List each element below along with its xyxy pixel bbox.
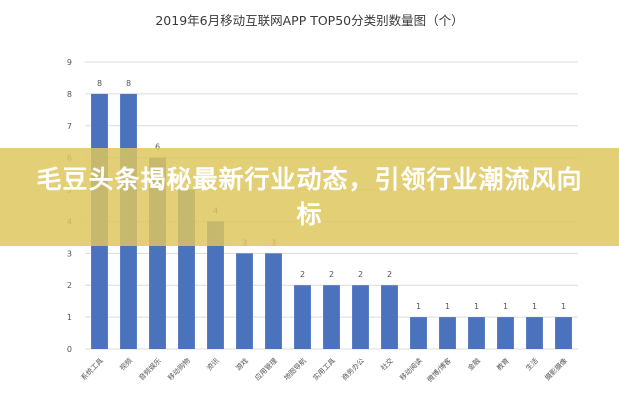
category-label: 系统工具	[79, 356, 105, 382]
bar	[381, 285, 398, 349]
category-labels: 系统工具 视频 音频娱乐 移动购物 资讯 游戏 应用管理 地图导航 实用工具 商务办公 社交 移动阅读…	[79, 356, 569, 384]
category-label: 实用工具	[311, 356, 337, 382]
bar-value-label: 2	[329, 270, 334, 279]
bar	[265, 253, 282, 349]
bar-value-label: 2	[387, 270, 392, 279]
category-label: 应用管理	[253, 356, 279, 382]
category-label: 微博/博客	[425, 356, 453, 384]
bar-value-label: 1	[532, 302, 537, 311]
bar	[352, 285, 369, 349]
category-label: 移动购物	[166, 356, 192, 382]
category-label: 视频	[118, 356, 134, 372]
bar	[439, 317, 456, 349]
category-label: 金融	[466, 356, 482, 372]
bar	[526, 317, 543, 349]
category-label: 商务办公	[340, 356, 366, 382]
category-label: 摄影摄像	[543, 356, 569, 382]
category-label: 社交	[379, 356, 395, 372]
bar-value-label: 8	[126, 79, 131, 88]
y-tick-label: 8	[67, 90, 72, 99]
category-label: 音频娱乐	[137, 356, 163, 382]
y-tick-label: 3	[67, 249, 72, 258]
chart-title: 2019年6月移动互联网APP TOP50分类别数量图（个）	[155, 13, 464, 28]
bar	[497, 317, 514, 349]
bar-value-label: 8	[97, 79, 102, 88]
category-label: 地图导航	[282, 356, 308, 382]
category-label: 资讯	[205, 356, 221, 372]
headline-banner: 毛豆头条揭秘最新行业动态，引领行业潮流风向标	[0, 148, 619, 246]
bar	[468, 317, 485, 349]
bar-value-label: 1	[445, 302, 450, 311]
y-tick-label: 0	[67, 345, 72, 354]
bar-value-label: 6	[155, 143, 160, 152]
category-label: 游戏	[234, 356, 250, 372]
category-label: 移动阅读	[398, 356, 424, 382]
bar	[323, 285, 340, 349]
bar	[207, 221, 224, 349]
bar	[555, 317, 572, 349]
bar-value-label: 1	[474, 302, 479, 311]
y-tick-label: 9	[67, 58, 72, 67]
y-tick-label: 7	[67, 122, 72, 131]
bar	[236, 253, 253, 349]
bar-value-label: 1	[561, 302, 566, 311]
category-label: 教育	[495, 356, 511, 372]
bar-value-label: 1	[416, 302, 421, 311]
y-tick-label: 2	[67, 281, 72, 290]
category-label: 生活	[524, 356, 540, 372]
bar-value-label: 2	[300, 270, 305, 279]
bar	[294, 285, 311, 349]
bar	[410, 317, 427, 349]
headline-text: 毛豆头条揭秘最新行业动态，引领行业潮流风向标	[36, 165, 583, 229]
bar-value-label: 1	[503, 302, 508, 311]
y-tick-label: 1	[67, 313, 72, 322]
bar-value-label: 2	[358, 270, 363, 279]
